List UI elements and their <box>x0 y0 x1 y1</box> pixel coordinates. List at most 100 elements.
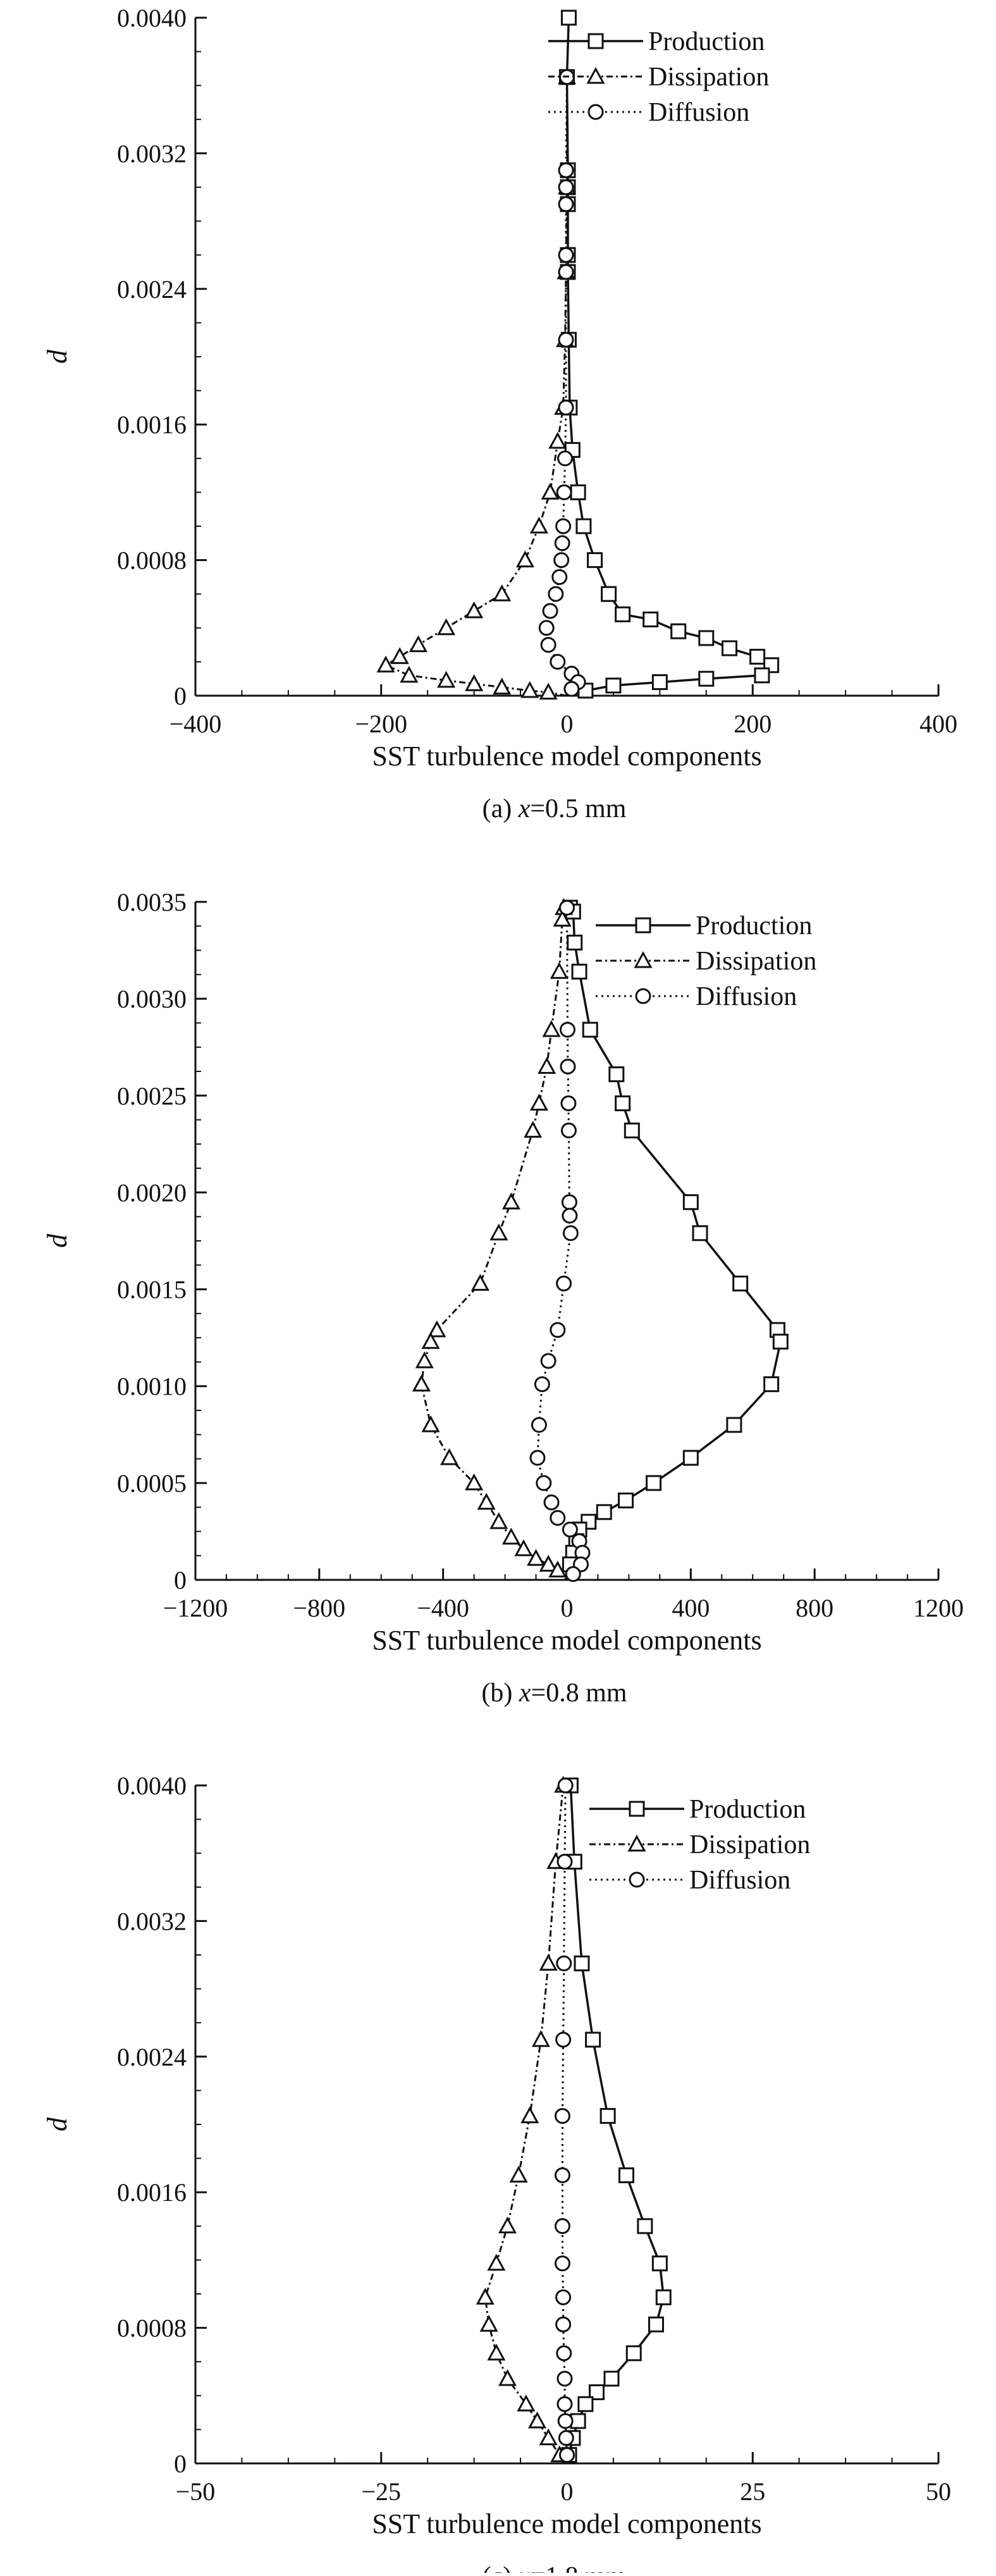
panel-caption: (a) x=0.5 mm <box>483 794 627 823</box>
data-point-production <box>651 2255 668 2272</box>
y-tick-label: 0.0024 <box>117 275 187 304</box>
legend-marker-dissipation <box>634 951 653 968</box>
data-point-dissipation <box>501 1527 520 1545</box>
data-point-diffusion <box>550 1322 566 1338</box>
data-point-production <box>624 1122 640 1138</box>
x-tick-label: 50 <box>926 2477 951 2506</box>
y-axis-label: d <box>42 349 73 364</box>
data-point-dissipation <box>477 1493 496 1510</box>
data-point-dissipation <box>501 1192 520 1210</box>
x-tick-label: 800 <box>796 1594 833 1622</box>
data-point-production <box>574 1955 590 1971</box>
data-point-dissipation <box>440 1448 458 1465</box>
y-tick-label: 0 <box>174 1566 187 1594</box>
data-point-diffusion <box>556 2396 573 2412</box>
data-point-diffusion <box>558 196 574 213</box>
y-tick-label: 0.0005 <box>117 1469 187 1498</box>
data-point-diffusion <box>554 2255 570 2272</box>
data-point-production <box>601 586 617 602</box>
data-point-diffusion <box>557 2413 574 2429</box>
y-tick-label: 0.0032 <box>117 1907 187 1935</box>
data-point-dissipation <box>415 1351 434 1369</box>
y-tick-label: 0.0025 <box>117 1082 187 1110</box>
data-point-diffusion <box>548 586 564 602</box>
data-point-diffusion <box>550 1510 566 1526</box>
data-point-production <box>749 648 766 665</box>
data-point-diffusion <box>558 2430 574 2446</box>
series-dissipation <box>376 67 577 700</box>
data-point-diffusion <box>559 899 575 916</box>
data-point-production <box>651 674 668 691</box>
data-point-diffusion <box>559 2447 575 2463</box>
legend-label-diffusion: Diffusion <box>689 1866 790 1895</box>
legend-label-dissipation: Dissipation <box>689 1830 810 1859</box>
y-tick-label: 0.0016 <box>117 410 187 439</box>
caption-variable: x <box>519 1679 531 1708</box>
data-point-production <box>615 1095 631 1112</box>
y-tick-label: 0.0008 <box>117 546 187 575</box>
panel-caption: (c) x=1.8 mm <box>483 2562 627 2573</box>
data-point-production <box>754 667 770 684</box>
data-point-diffusion <box>556 1275 572 1291</box>
data-point-diffusion <box>531 1417 547 1433</box>
data-point-production <box>575 518 592 534</box>
data-point-diffusion <box>555 2289 572 2305</box>
series-dissipation <box>476 1775 573 2464</box>
x-tick-label: −25 <box>361 2477 401 2506</box>
data-point-dissipation <box>539 1555 558 1572</box>
data-point-production <box>726 1417 742 1433</box>
y-tick-label: 0.0032 <box>117 139 187 168</box>
data-point-dissipation <box>539 1954 558 1971</box>
legend-marker-diffusion <box>635 988 651 1004</box>
data-point-production <box>582 1021 598 1038</box>
data-point-production <box>698 630 715 646</box>
data-point-dissipation <box>437 618 456 636</box>
chart-panel-1: −400 −200 0 200 400 0 0.0008 0.0016 0.0024 0.0032… <box>42 4 957 823</box>
data-point-diffusion <box>534 1376 550 1393</box>
data-point-production <box>605 677 622 694</box>
data-point-diffusion <box>559 1021 575 1038</box>
data-point-dissipation <box>476 2288 495 2305</box>
data-point-diffusion <box>556 2345 572 2362</box>
series-dissipation <box>412 898 574 1581</box>
legend-marker-dissipation <box>586 66 605 84</box>
data-point-diffusion <box>555 2316 572 2333</box>
data-point-diffusion <box>562 1225 579 1242</box>
data-point-dissipation <box>376 655 395 673</box>
series-line-dissipation <box>484 1785 568 2464</box>
data-point-dissipation <box>421 1332 440 1349</box>
y-tick-label: 0.0010 <box>117 1372 187 1401</box>
y-tick-label: 0 <box>174 2450 187 2478</box>
data-point-production <box>560 9 577 26</box>
legend-marker-production <box>629 1801 645 1817</box>
legend-label-production: Production <box>648 27 765 56</box>
data-point-dissipation <box>539 682 558 700</box>
data-point-dissipation <box>548 431 567 449</box>
x-tick-label: 400 <box>919 710 957 738</box>
data-point-diffusion <box>558 247 574 263</box>
caption-prefix: (c) <box>483 2562 519 2573</box>
data-point-diffusion <box>558 162 574 178</box>
series-line-production <box>565 1785 665 2464</box>
data-point-dissipation <box>437 670 456 688</box>
data-point-dissipation <box>542 1020 561 1037</box>
data-point-diffusion <box>538 620 555 636</box>
legend-marker-production <box>635 917 651 934</box>
data-point-diffusion <box>540 637 556 653</box>
x-tick-label: −400 <box>169 710 222 738</box>
data-point-diffusion <box>556 1854 573 1870</box>
x-tick-label: 200 <box>734 710 772 738</box>
data-point-production <box>577 2396 594 2412</box>
data-point-production <box>618 2167 634 2183</box>
legend-marker-diffusion <box>629 1871 645 1888</box>
data-point-diffusion <box>542 603 558 619</box>
series-line-diffusion <box>545 77 580 696</box>
caption-variable: x <box>518 794 531 823</box>
data-point-diffusion <box>556 2370 573 2387</box>
y-axis-label: d <box>42 2117 73 2131</box>
data-point-production <box>618 1492 634 1508</box>
data-point-diffusion <box>561 1194 577 1211</box>
data-point-dissipation <box>465 601 484 619</box>
data-point-dissipation <box>487 2253 506 2271</box>
data-point-production <box>682 1450 699 1466</box>
